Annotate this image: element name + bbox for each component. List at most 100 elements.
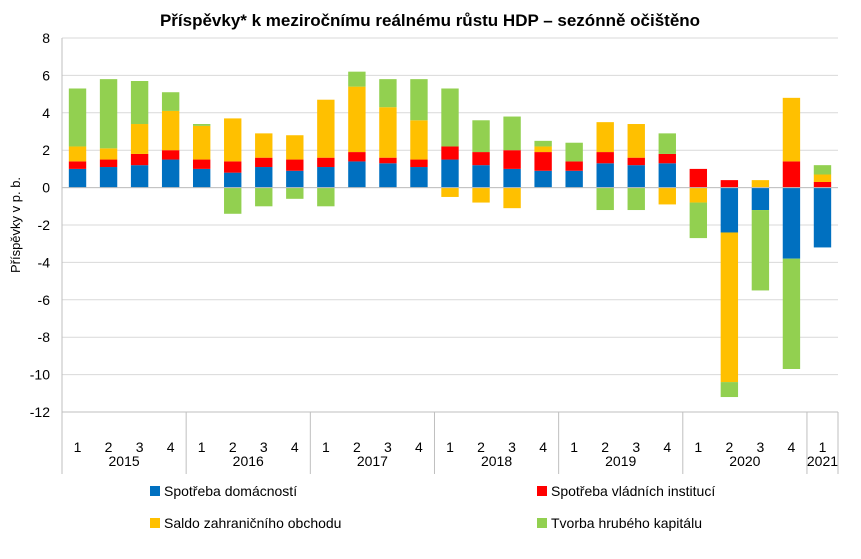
bar-segment bbox=[286, 187, 304, 199]
bar-segment bbox=[192, 124, 211, 126]
x-tick-label: 1 bbox=[446, 439, 454, 455]
bar-segment bbox=[751, 210, 770, 291]
bar-segment bbox=[348, 71, 366, 87]
bar-segment bbox=[596, 187, 614, 211]
bars bbox=[68, 71, 832, 398]
bar-segment bbox=[379, 107, 397, 158]
bar-segment bbox=[99, 148, 118, 160]
bar-segment bbox=[720, 180, 739, 188]
bar-segment bbox=[503, 116, 521, 151]
bar-segment bbox=[130, 165, 149, 188]
year-label: 2017 bbox=[357, 453, 388, 469]
bar-segment bbox=[782, 258, 801, 369]
bar-segment bbox=[161, 92, 180, 111]
y-tick-label: 2 bbox=[42, 142, 50, 158]
legend-label: Saldo zahraničního obchodu bbox=[164, 515, 341, 531]
bar-segment bbox=[161, 150, 180, 160]
bar-segment bbox=[689, 187, 708, 203]
x-tick-label: 3 bbox=[136, 439, 144, 455]
year-label: 2021 bbox=[807, 453, 838, 469]
bar-segment bbox=[224, 161, 242, 173]
bar-segment bbox=[441, 187, 459, 197]
x-tick-label: 1 bbox=[74, 439, 82, 455]
bar-segment bbox=[627, 124, 645, 158]
bar-segment bbox=[130, 153, 149, 166]
bar-segment bbox=[689, 168, 708, 188]
y-tick-label: -10 bbox=[30, 367, 50, 383]
bar-segment bbox=[503, 150, 521, 169]
bar-segment bbox=[565, 161, 583, 171]
year-label: 2019 bbox=[605, 453, 636, 469]
bar-segment bbox=[379, 157, 397, 164]
y-tick-label: -4 bbox=[38, 254, 51, 270]
bar-segment bbox=[503, 168, 521, 188]
bar-segment bbox=[286, 135, 304, 160]
bar-segment bbox=[658, 163, 676, 188]
legend-swatch bbox=[150, 518, 160, 528]
bar-segment bbox=[534, 152, 552, 171]
y-tick-label: -12 bbox=[30, 404, 50, 420]
bar-segment bbox=[68, 168, 87, 188]
bar-segment bbox=[441, 159, 459, 188]
bar-segment bbox=[379, 163, 397, 188]
bar-segment bbox=[255, 133, 273, 158]
bar-segment bbox=[317, 167, 335, 188]
chart-title: Příspěvky* k meziročnímu reálnému růstu … bbox=[160, 11, 700, 30]
bar-segment bbox=[317, 99, 335, 158]
y-tick-label: -2 bbox=[38, 217, 51, 233]
bar-segment bbox=[627, 165, 645, 188]
bar-segment bbox=[255, 157, 273, 168]
bar-segment bbox=[534, 170, 552, 188]
x-tick-label: 4 bbox=[415, 439, 423, 455]
bar-segment bbox=[658, 187, 676, 205]
bar-segment bbox=[813, 187, 832, 248]
year-label: 2018 bbox=[481, 453, 512, 469]
x-tick-label: 2 bbox=[353, 439, 361, 455]
bar-segment bbox=[782, 187, 801, 259]
x-tick-label: 3 bbox=[632, 439, 640, 455]
bar-segment bbox=[627, 187, 645, 211]
x-tick-label: 3 bbox=[508, 439, 516, 455]
bar-segment bbox=[410, 167, 428, 188]
bar-segment bbox=[161, 159, 180, 188]
bar-segment bbox=[286, 170, 304, 188]
bar-segment bbox=[348, 152, 366, 162]
y-tick-label: 0 bbox=[42, 180, 50, 196]
y-tick-label: 6 bbox=[42, 67, 50, 83]
legend-label: Tvorba hrubého kapitálu bbox=[551, 515, 702, 531]
x-tick-label: 3 bbox=[384, 439, 392, 455]
bar-segment bbox=[689, 202, 708, 239]
bar-segment bbox=[224, 187, 242, 214]
bar-segment bbox=[658, 133, 676, 154]
bar-segment bbox=[658, 153, 676, 164]
x-tick-label: 1 bbox=[198, 439, 206, 455]
bar-segment bbox=[99, 167, 118, 188]
bar-segment bbox=[224, 172, 242, 188]
x-tick-label: 1 bbox=[322, 439, 330, 455]
bar-segment bbox=[472, 152, 490, 166]
bar-segment bbox=[348, 86, 366, 153]
x-tick-label: 4 bbox=[663, 439, 671, 455]
bar-segment bbox=[286, 159, 304, 171]
y-axis-label: Příspěvky v p. b. bbox=[8, 177, 23, 273]
bar-segment bbox=[720, 187, 739, 233]
bar-segment bbox=[596, 152, 614, 164]
legend-swatch bbox=[150, 486, 160, 496]
x-tick-label: 2 bbox=[725, 439, 733, 455]
y-tick-label: -8 bbox=[38, 329, 51, 345]
x-tick-label: 1 bbox=[694, 439, 702, 455]
bar-segment bbox=[534, 140, 552, 147]
bar-segment bbox=[255, 167, 273, 188]
legend-swatch bbox=[537, 518, 547, 528]
x-tick-label: 4 bbox=[291, 439, 299, 455]
bar-segment bbox=[410, 120, 428, 160]
bar-segment bbox=[224, 118, 242, 162]
x-tick-label: 4 bbox=[167, 439, 175, 455]
bar-segment bbox=[192, 159, 211, 169]
year-label: 2016 bbox=[233, 453, 264, 469]
bar-segment bbox=[720, 232, 739, 383]
bar-segment bbox=[130, 124, 149, 154]
bar-segment bbox=[348, 161, 366, 188]
